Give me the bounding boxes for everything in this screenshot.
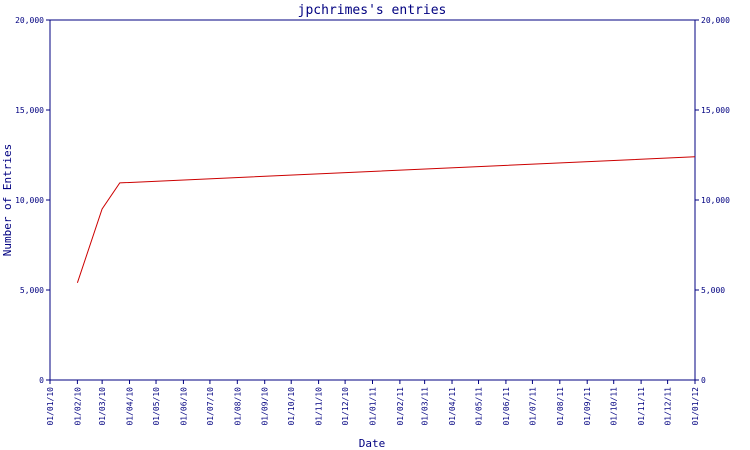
y-axis-label: Number of Entries [1, 144, 14, 257]
x-tick-label: 01/06/11 [502, 387, 511, 426]
x-tick-label: 01/03/10 [98, 387, 107, 426]
x-tick-label: 01/09/11 [583, 387, 592, 426]
y-tick-label-left: 10,000 [15, 196, 44, 205]
x-tick-label: 01/10/10 [287, 387, 296, 426]
y-tick-label-left: 15,000 [15, 106, 44, 115]
x-axis-label: Date [359, 437, 386, 450]
y-tick-label-right: 0 [701, 376, 706, 385]
x-tick-label: 01/05/10 [152, 387, 161, 426]
x-tick-label: 01/11/10 [315, 387, 324, 426]
chart-title: jpchrimes's entries [298, 3, 447, 18]
y-tick-label-right: 10,000 [701, 196, 730, 205]
x-tick-label: 01/12/10 [341, 387, 350, 426]
y-tick-label-right: 15,000 [701, 106, 730, 115]
x-tick-label: 01/07/10 [206, 387, 215, 426]
x-tick-label: 01/01/10 [46, 387, 55, 426]
series-line [76, 156, 696, 283]
x-tick-label: 01/06/10 [179, 387, 188, 426]
x-tick-label: 01/07/11 [528, 387, 537, 426]
y-tick-label-right: 5,000 [701, 286, 725, 295]
x-tick-label: 01/11/11 [637, 387, 646, 426]
y-axis-left: 0 5,000 10,000 15,000 20,000 [15, 16, 50, 385]
y-tick-label-left: 20,000 [15, 16, 44, 25]
y-tick-label-left: 0 [39, 376, 44, 385]
x-tick-label: 01/12/11 [664, 387, 673, 426]
x-tick-label: 01/03/11 [421, 387, 430, 426]
y-tick-label-left: 5,000 [20, 286, 44, 295]
x-tick-label: 01/02/10 [73, 387, 82, 426]
x-tick-label: 01/10/11 [610, 387, 619, 426]
x-tick-label: 01/04/11 [448, 387, 457, 426]
x-tick-label: 01/08/11 [556, 387, 565, 426]
y-axis-right: 0 5,000 10,000 15,000 20,000 [695, 16, 730, 385]
x-tick-label: 01/08/10 [233, 387, 242, 426]
x-tick-label: 01/01/12 [691, 387, 700, 426]
x-tick-label: 01/05/11 [475, 387, 484, 426]
x-tick-label: 01/01/11 [369, 387, 378, 426]
x-tick-label: 01/09/10 [261, 387, 270, 426]
x-tick-label: 01/02/11 [396, 387, 405, 426]
x-tick-label: 01/04/10 [126, 387, 135, 426]
series-group [76, 156, 696, 283]
x-axis: 01/01/10 01/02/10 01/03/10 01/04/10 01/05/10… [46, 380, 700, 426]
y-tick-label-right: 20,000 [701, 16, 730, 25]
